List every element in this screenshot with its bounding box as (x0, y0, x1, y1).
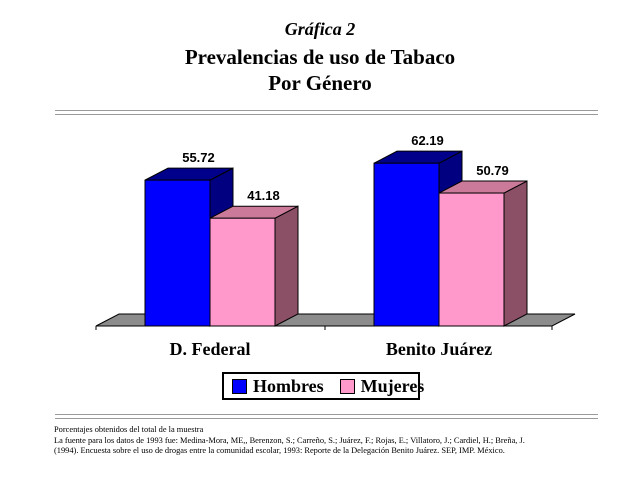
legend-label-mujeres: Mujeres (360, 375, 425, 396)
legend-swatch-mujeres (339, 378, 355, 394)
data-label-hombres-2: 62.19 (411, 133, 444, 148)
bar-hombres-2 (373, 162, 440, 327)
chart-title: Prevalencias de uso de Tabaco (184, 45, 456, 69)
bottom-rule-2 (55, 418, 598, 419)
bar-mujeres-1 (209, 217, 276, 327)
legend-swatch-hombres (232, 378, 247, 394)
data-label-mujeres-1: 41.18 (247, 188, 280, 203)
footnote-line-2: La fuente para los datos de 1993 fue: Me… (54, 435, 525, 445)
chart-kicker: Gráfica 2 (284, 19, 356, 39)
bottom-rule (55, 414, 598, 415)
bar-hombres-1 (144, 179, 211, 327)
chart-subtitle: Por Género (268, 71, 372, 95)
chart-legend: Hombres Mujeres (222, 372, 424, 400)
top-rule-2 (55, 114, 598, 115)
bar-side-mujeres-2 (503, 180, 528, 327)
footnote-line-3: (1994). Encuesta sobre el uso de drogas … (54, 446, 505, 455)
bar-mujeres-2 (438, 192, 505, 327)
legend-label-hombres: Hombres (253, 375, 324, 396)
data-label-mujeres-2: 50.79 (476, 163, 509, 178)
top-rule (55, 110, 598, 111)
legend-item-mujeres: Mujeres (339, 375, 425, 397)
data-label-hombres-1: 55.72 (182, 150, 215, 165)
footnote: Porcentajes obtenidos del total de la mu… (54, 425, 614, 457)
bar-chart: 55.72 41.18 D. Federal 62.19 50.79 Benito Juá… (95, 133, 576, 359)
bar-side-mujeres-1 (274, 205, 299, 327)
legend-item-hombres: Hombres (232, 376, 324, 397)
footnote-line-1: Porcentajes obtenidos del total de la mu… (54, 425, 204, 434)
category-label-2: Benito Juárez (386, 339, 492, 359)
category-label-1: D. Federal (170, 339, 251, 359)
